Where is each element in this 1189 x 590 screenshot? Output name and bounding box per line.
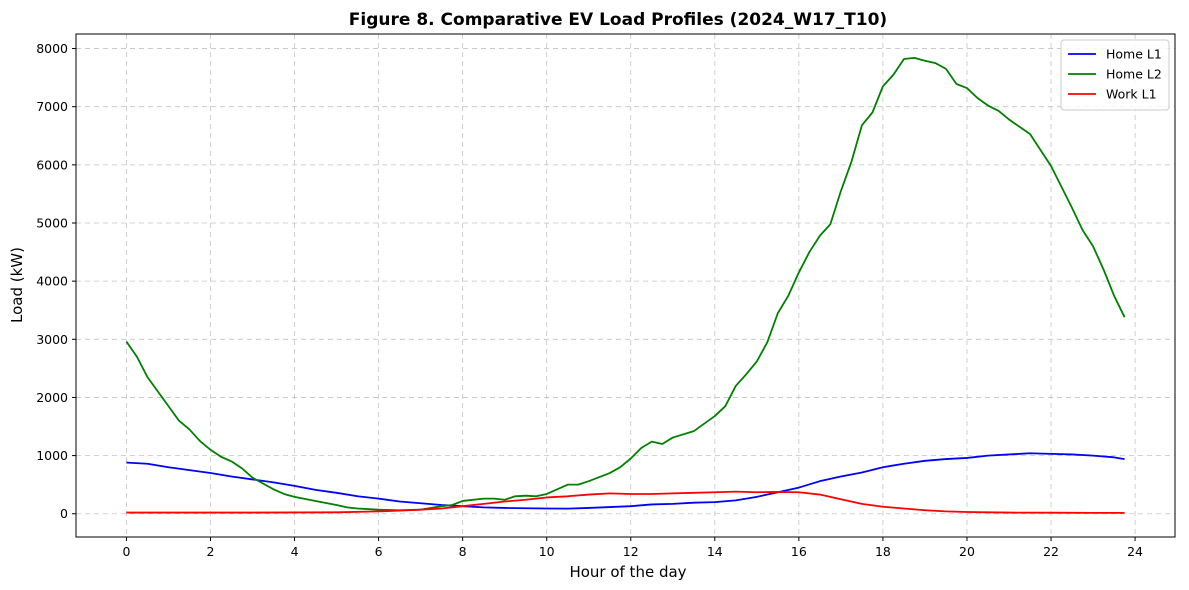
x-tick-label: 14: [707, 544, 723, 559]
grid: [76, 34, 1175, 537]
x-axis-label: Hour of the day: [569, 563, 686, 581]
x-tick-label: 8: [459, 544, 467, 559]
y-tick-label: 5000: [36, 215, 68, 230]
y-tick-label: 6000: [36, 157, 68, 172]
x-tick-label: 4: [291, 544, 299, 559]
x-tick-label: 12: [623, 544, 639, 559]
y-tick-label: 4000: [36, 274, 68, 289]
series-lines: [125, 56, 1126, 514]
x-tick-label: 16: [791, 544, 807, 559]
legend-box: [1060, 39, 1170, 111]
y-axis: 0 1000 2000 3000 4000 5000 6000 7000 8000: [36, 41, 76, 521]
series-line-home-l1: [126, 452, 1125, 510]
x-tick-label: 18: [875, 544, 891, 559]
series-line-work-l1: [126, 490, 1125, 514]
chart-title: Figure 8. Comparative EV Load Profiles (…: [349, 10, 887, 30]
y-tick-label: 0: [60, 506, 68, 521]
x-tick-label: 10: [539, 544, 555, 559]
legend-label: Home L2: [1106, 67, 1162, 82]
y-tick-label: 1000: [36, 448, 68, 463]
series-line-home-l2: [125, 56, 1126, 512]
x-tick-label: 24: [1127, 544, 1143, 559]
legend-label: Home L1: [1106, 47, 1162, 62]
x-tick-label: 22: [1043, 544, 1059, 559]
legend: Home L1 Home L2 Work L1: [1060, 39, 1170, 111]
plot-frame: [75, 33, 1176, 538]
legend-label: Work L1: [1106, 87, 1157, 102]
x-tick-label: 2: [207, 544, 215, 559]
x-tick-label: 0: [122, 544, 130, 559]
x-tick-label: 20: [959, 544, 975, 559]
x-axis: 0 2 4 6 8 10 12 14 16 18 20 22 24: [122, 537, 1143, 559]
y-tick-label: 2000: [36, 390, 68, 405]
x-tick-label: 6: [375, 544, 383, 559]
y-tick-label: 8000: [36, 41, 68, 56]
y-tick-label: 7000: [36, 99, 68, 114]
y-axis-label: Load (kW): [8, 247, 26, 323]
y-tick-label: 3000: [36, 332, 68, 347]
